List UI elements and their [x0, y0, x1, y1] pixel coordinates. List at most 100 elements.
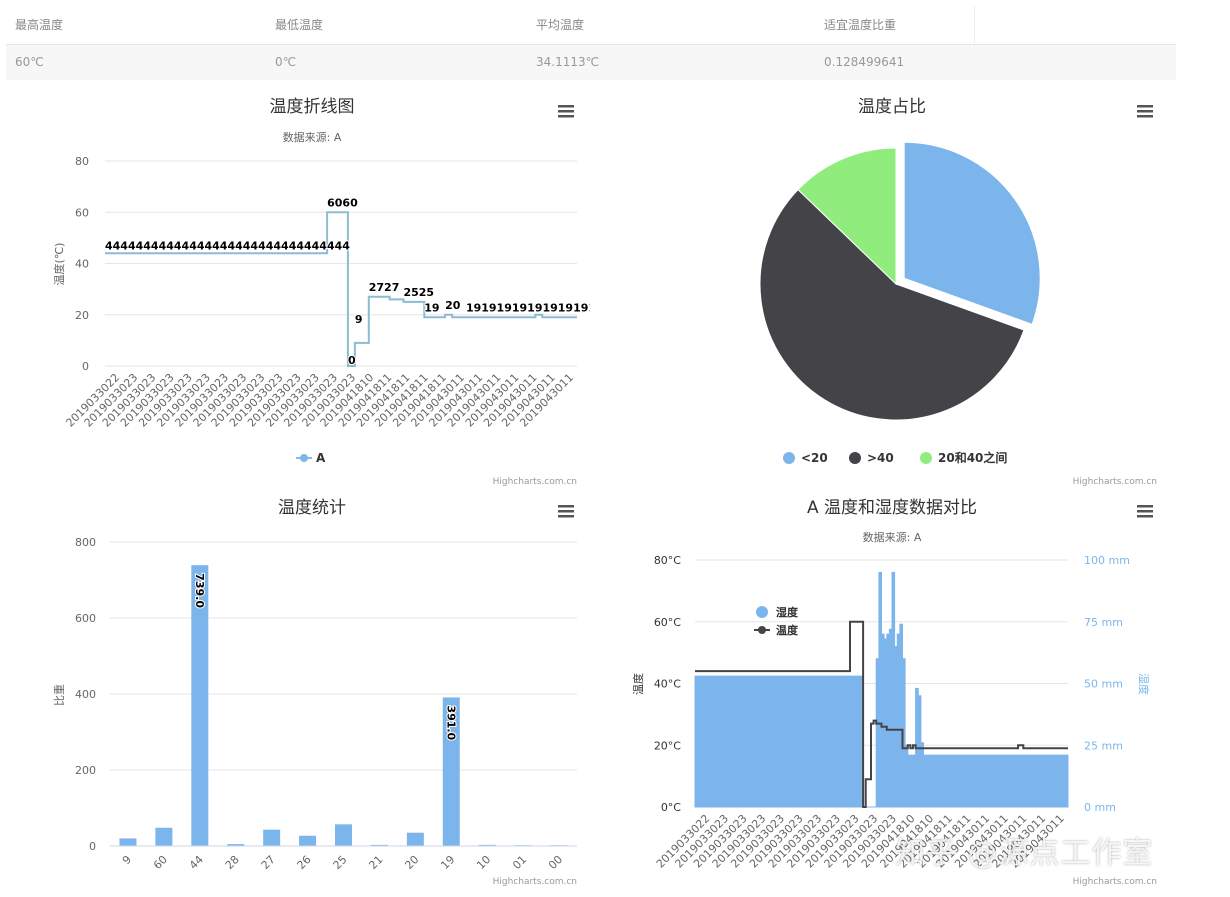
menu-icon [558, 105, 574, 108]
bar-chart-panel: 温度统计 比重 0 200 400 600 800 9 60 44 28 27 26 25 21 20 1… [0, 490, 590, 894]
y-tick-label: 80 [75, 155, 89, 168]
x-tick-label: 21 [366, 853, 385, 872]
bar[interactable] [227, 844, 245, 846]
stats-table: 最高温度 最低温度 平均温度 适宜温度比重 60℃ 0℃ 34.1113℃ 0.… [6, 6, 1176, 80]
bar[interactable] [335, 824, 352, 846]
legend-label: <20 [801, 451, 828, 465]
y-tick-label: 0°C [661, 801, 681, 814]
y-tick-label: 200 [75, 764, 96, 777]
legend-item[interactable]: >40 [849, 451, 894, 465]
legend: 湿度 温度 [754, 605, 799, 637]
bar-chart: 温度统计 比重 0 200 400 600 800 9 60 44 28 27 26 25 21 20 1… [52, 498, 577, 887]
legend-label: >40 [867, 451, 894, 465]
menu-icon [558, 505, 574, 508]
data-label: 2525 [403, 286, 434, 299]
y-tick-label: 80°C [654, 554, 681, 567]
credits-link[interactable]: Highcharts.com.cn [1073, 477, 1157, 487]
value-min-temp: 0℃ [275, 55, 297, 69]
bar[interactable] [155, 827, 173, 846]
legend-item[interactable]: 20和40之间 [920, 450, 1007, 465]
temperature-line [695, 620, 1068, 808]
legend-marker [849, 452, 861, 464]
credits-link[interactable]: Highcharts.com.cn [493, 877, 577, 887]
x-tick-label: 19 [438, 853, 457, 872]
humidity-area [694, 571, 1069, 808]
x-tick-label: 20 [402, 853, 421, 872]
pie-slice[interactable] [797, 147, 897, 286]
line-chart-panel: 温度折线图 数据来源: A 温度(℃) 0 20 40 60 80 2019033022… [0, 86, 590, 490]
chart-menu-button[interactable] [556, 103, 576, 119]
chart-subtitle: 数据来源: A [863, 530, 922, 544]
bar[interactable] [299, 835, 317, 846]
stats-value-row: 60℃ 0℃ 34.1113℃ 0.128499641 [6, 45, 1176, 80]
chart-menu-button[interactable] [556, 503, 576, 519]
x-tick-label: 00 [546, 853, 565, 872]
header-max-temp: 最高温度 [15, 18, 64, 32]
stats-header-row: 最高温度 最低温度 平均温度 适宜温度比重 [6, 6, 1176, 45]
data-label: 20 [445, 299, 461, 312]
pie-slice[interactable] [903, 141, 1041, 325]
y-axis-right-label: 湿度 [1137, 673, 1151, 695]
bar[interactable] [119, 838, 137, 846]
chart-subtitle: 数据来源: A [283, 130, 342, 144]
y-tick-label: 400 [75, 688, 96, 701]
series-a-line [105, 211, 577, 367]
credits-link[interactable]: Highcharts.com.cn [493, 477, 577, 487]
y-tick-label: 600 [75, 612, 96, 625]
legend-marker [756, 606, 768, 618]
data-label: 739.0 [193, 573, 206, 608]
pie-slice[interactable] [759, 188, 1025, 421]
bar[interactable] [478, 844, 496, 846]
bar[interactable] [370, 844, 388, 846]
y-axis-label: 比重 [52, 684, 66, 706]
chart-title: 温度折线图 [270, 97, 355, 117]
y-tick-label: 0 [89, 840, 96, 853]
legend-marker [758, 626, 766, 634]
y-tick-label: 40 [75, 258, 89, 271]
y-tick-right-label: 25 mm [1084, 739, 1123, 752]
legend-series-a[interactable]: A [296, 451, 326, 465]
credits-link[interactable]: Highcharts.com.cn [1073, 877, 1157, 887]
legend-marker [300, 454, 308, 462]
y-tick-right-label: 100 mm [1084, 554, 1130, 567]
y-tick-label: 800 [75, 536, 96, 549]
y-tick-label: 0 [82, 360, 89, 373]
legend-marker [783, 452, 795, 464]
y-axis-label: 温度(℃) [52, 243, 66, 286]
pie-chart-panel: 温度占比 <20 >40 20和40之间 Highcharts.com.cn [590, 86, 1180, 490]
header-suitable-ratio: 适宜温度比重 [824, 18, 897, 32]
legend-item-humidity[interactable]: 湿度 [756, 605, 799, 619]
legend-label: A [316, 451, 326, 465]
bar[interactable] [406, 832, 424, 846]
chart-menu-button[interactable] [1135, 103, 1155, 119]
y-tick-label: 60°C [654, 616, 681, 629]
value-max-temp: 60℃ [15, 55, 44, 69]
data-label: 44444444444444444444444444444444 [105, 239, 350, 252]
data-label: 391.0 [444, 705, 457, 740]
x-tick-label: 44 [187, 853, 206, 872]
legend-label: 湿度 [776, 605, 799, 619]
y-tick-right-label: 50 mm [1084, 678, 1123, 691]
legend-item[interactable]: <20 [783, 451, 828, 465]
data-label: 19 [424, 301, 439, 314]
value-suitable-ratio: 0.128499641 [824, 55, 905, 69]
menu-icon [1137, 505, 1153, 508]
chart-title: A 温度和湿度数据对比 [807, 498, 977, 518]
bar[interactable] [263, 829, 281, 846]
y-tick-label: 20 [75, 309, 89, 322]
chart-menu-button[interactable] [1135, 503, 1155, 519]
x-tick-label: 01 [510, 853, 529, 872]
bar[interactable] [442, 697, 460, 846]
legend-item-temperature[interactable]: 温度 [754, 623, 799, 637]
y-tick-right-label: 75 mm [1084, 616, 1123, 629]
menu-icon [1137, 105, 1153, 108]
x-tick-label: 28 [223, 853, 242, 872]
x-tick-label: 60 [151, 853, 170, 872]
y-tick-label: 60 [75, 206, 89, 219]
watermark: 知乎 @源点工作室 [895, 836, 1154, 871]
bar[interactable] [191, 565, 209, 846]
x-tick-label: 9 [120, 853, 134, 867]
data-label: 9 [355, 313, 363, 326]
x-tick-label: 10 [474, 853, 493, 872]
